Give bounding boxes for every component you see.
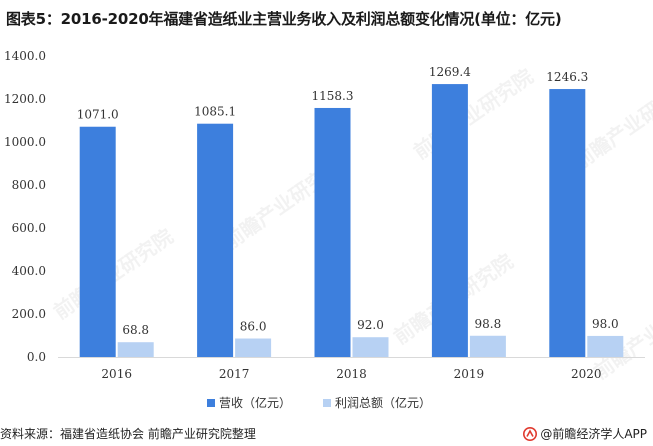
profit-bar [587, 335, 624, 357]
profit-data-label: 98.0 [592, 317, 619, 331]
profit-bar [352, 337, 389, 357]
y-tick-label: 1200.0 [4, 92, 46, 106]
profit-bar [117, 342, 154, 357]
revenue-data-label: 1158.3 [312, 89, 354, 103]
legend-swatch-revenue [207, 399, 215, 407]
profit-data-label: 92.0 [357, 318, 384, 332]
revenue-bar [314, 107, 351, 357]
profit-data-label: 86.0 [240, 320, 267, 334]
profit-bar [235, 338, 272, 357]
brand-logo-icon [523, 426, 538, 441]
y-tick-label: 0.0 [27, 350, 46, 364]
legend-label-profit: 利润总额（亿元） [335, 395, 431, 410]
bars: 1071.0 68.8 1085.1 86.0 1158.3 92.0 1269.4 98.8… [77, 65, 624, 358]
revenue-data-label: 1269.4 [429, 65, 471, 79]
y-tick-label: 1400.0 [4, 49, 46, 63]
x-tick-label: 2017 [219, 367, 250, 381]
y-tick-label: 1000.0 [4, 135, 46, 149]
y-tick-label: 200.0 [12, 307, 46, 321]
revenue-bar [549, 89, 586, 357]
revenue-data-label: 1085.1 [194, 105, 236, 119]
x-axis: 2016 2017 2018 2019 2020 [58, 357, 645, 381]
legend-label-revenue: 营收（亿元） [219, 395, 291, 410]
x-tick-label: 2018 [336, 367, 367, 381]
x-tick-label: 2020 [571, 367, 602, 381]
profit-data-label: 68.8 [122, 323, 149, 337]
source-note: 资料来源：福建省造纸协会 前瞻产业研究院整理 [0, 427, 256, 441]
revenue-data-label: 1246.3 [546, 70, 588, 84]
revenue-bar [431, 84, 468, 357]
profit-bar [469, 335, 506, 357]
brand-label: @前瞻经济学人APP [540, 427, 647, 441]
x-tick-label: 2016 [101, 367, 132, 381]
legend-swatch-profit [323, 399, 331, 407]
y-tick-label: 800.0 [12, 178, 46, 192]
chart-title: 图表5：2016-2020年福建省造纸业主营业务收入及利润总额变化情况(单位：亿… [6, 10, 562, 28]
revenue-bar [79, 126, 116, 357]
revenue-bar [197, 123, 234, 358]
profit-data-label: 98.8 [475, 317, 502, 331]
y-tick-label: 600.0 [12, 221, 46, 235]
x-tick-label: 2019 [454, 367, 485, 381]
revenue-data-label: 1071.0 [77, 108, 119, 122]
watermark-text: 前瞻产业研究院 [409, 64, 537, 164]
legend: 营收（亿元） 利润总额（亿元） [207, 395, 431, 410]
y-axis: 0.0 200.0 400.0 600.0 800.0 1000.0 1200.0 1400.… [4, 49, 46, 364]
y-tick-label: 400.0 [12, 264, 46, 278]
brand-credit: @前瞻经济学人APP [523, 425, 647, 442]
